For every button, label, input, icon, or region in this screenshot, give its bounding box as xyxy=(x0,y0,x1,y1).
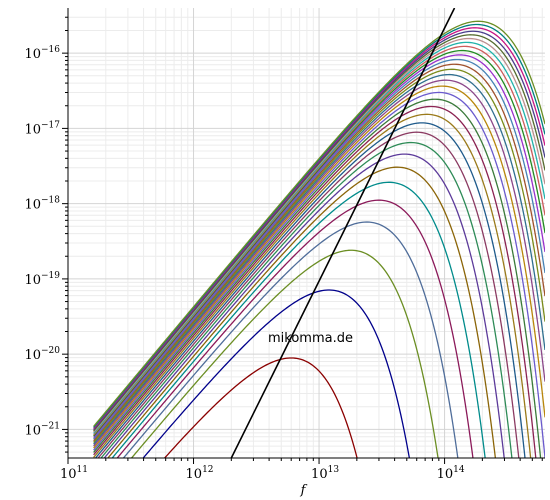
series-line xyxy=(93,68,545,443)
wien-line-layer xyxy=(230,8,456,458)
series-line xyxy=(93,34,545,432)
series-line xyxy=(97,131,520,458)
series-line xyxy=(93,23,545,428)
series-line xyxy=(93,58,545,440)
series-line xyxy=(130,249,439,458)
series-line xyxy=(163,357,358,458)
x-axis-label: f xyxy=(300,483,308,498)
series-line xyxy=(93,20,545,427)
series-line xyxy=(142,289,411,458)
series-line xyxy=(93,37,545,433)
series-layer xyxy=(93,20,545,458)
series-line xyxy=(93,85,545,449)
series-line xyxy=(94,122,526,458)
series-line xyxy=(93,98,542,458)
axes xyxy=(62,8,545,464)
series-line xyxy=(93,105,537,458)
series-line xyxy=(107,166,497,458)
series-line xyxy=(93,113,532,458)
series-line xyxy=(93,79,545,447)
series-line xyxy=(93,30,545,431)
series-line xyxy=(93,41,545,434)
series-line xyxy=(100,141,513,458)
series-line xyxy=(93,27,545,429)
series-line xyxy=(93,54,545,439)
series-line xyxy=(93,49,545,437)
y-tick-label: 10−19 xyxy=(24,271,60,288)
series-line xyxy=(93,73,545,445)
series-line xyxy=(93,45,545,436)
series-line xyxy=(93,91,545,458)
series-line xyxy=(103,153,505,458)
minor-grid xyxy=(68,8,545,458)
wien-displacement-line xyxy=(230,8,456,458)
series-line xyxy=(111,181,486,458)
y-tick-label: 10−16 xyxy=(24,45,60,62)
y-tick-label: 10−20 xyxy=(24,346,60,363)
y-tick-label: 10−21 xyxy=(24,421,60,438)
y-tick-label: 10−18 xyxy=(24,196,60,213)
x-tick-label: 1013 xyxy=(311,465,339,482)
series-line xyxy=(116,199,474,458)
y-tick-label: 10−17 xyxy=(24,120,60,137)
series-line xyxy=(122,221,459,458)
series-line xyxy=(93,63,545,442)
x-tick-label: 1011 xyxy=(60,465,88,482)
x-tick-label: 1012 xyxy=(186,465,214,482)
tick-labels: 1011 1012 1013 1014 10−21 10−20 10−19 10−18 10−1… xyxy=(24,45,464,482)
x-tick-label: 1014 xyxy=(437,465,465,482)
watermark-text: mikomma.de xyxy=(268,331,353,346)
